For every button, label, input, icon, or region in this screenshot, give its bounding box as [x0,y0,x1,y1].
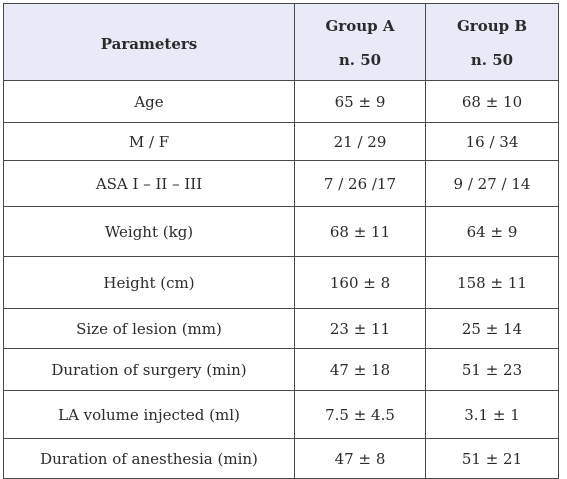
table-row: Height (cm) 160 ± 8 158 ± 11 [3,256,559,309]
table-row: Weight (kg) 68 ± 11 64 ± 9 [3,206,559,257]
row-la-volume-group-b: 3.1 ± 1 [425,390,559,439]
row-weight-group-a: 68 ± 11 [294,206,426,257]
table-row: ASA I – II – III 7 / 26 /17 9 / 27 / 14 [3,160,559,207]
row-sex-group-b: 16 / 34 [425,122,559,161]
row-asa-group-a: 7 / 26 /17 [294,160,426,207]
row-age-group-b: 68 ± 10 [425,80,559,123]
row-sex-group-a: 21 / 29 [294,122,426,161]
row-surgery-duration-group-b: 51 ± 23 [425,348,559,391]
table-row: Duration of surgery (min) 47 ± 18 51 ± 2… [3,348,559,391]
row-height-group-a: 160 ± 8 [294,256,426,309]
row-label-lesion-size: Size of lesion (mm) [3,308,295,349]
row-age-group-a: 65 ± 9 [294,80,426,123]
row-lesion-size-group-b: 25 ± 14 [425,308,559,349]
group-a-label: Group A [325,17,395,35]
row-surgery-duration-group-a: 47 ± 18 [294,348,426,391]
parameters-table: Parameters Group A n. 50 Group B n. 50 A… [3,3,559,479]
parameters-header: Parameters [3,3,295,81]
header-row: Parameters Group A n. 50 Group B n. 50 [3,3,559,81]
table-row: Duration of anesthesia (min) 47 ± 8 51 ±… [3,438,559,479]
row-anesthesia-duration-group-a: 47 ± 8 [294,438,426,479]
row-la-volume-group-a: 7.5 ± 4.5 [294,390,426,439]
table-row: M / F 21 / 29 16 / 34 [3,122,559,161]
table-row: Age 65 ± 9 68 ± 10 [3,80,559,123]
group-a-header: Group A n. 50 [294,3,426,81]
group-a-count: n. 50 [338,51,382,69]
group-b-label: Group B [456,17,527,35]
table-row: LA volume injected (ml) 7.5 ± 4.5 3.1 ± … [3,390,559,439]
row-label-weight: Weight (kg) [3,206,295,257]
row-label-height: Height (cm) [3,256,295,309]
row-lesion-size-group-a: 23 ± 11 [294,308,426,349]
row-label-la-volume: LA volume injected (ml) [3,390,295,439]
row-anesthesia-duration-group-b: 51 ± 21 [425,438,559,479]
row-height-group-b: 158 ± 11 [425,256,559,309]
group-b-header: Group B n. 50 [425,3,559,81]
parameters-header-label: Parameters [100,35,198,53]
table-header: Parameters Group A n. 50 Group B n. 50 [3,3,559,81]
row-label-sex: M / F [3,122,295,161]
table-row: Size of lesion (mm) 23 ± 11 25 ± 14 [3,308,559,349]
row-asa-group-b: 9 / 27 / 14 [425,160,559,207]
row-label-surgery-duration: Duration of surgery (min) [3,348,295,391]
row-label-anesthesia-duration: Duration of anesthesia (min) [3,438,295,479]
row-weight-group-b: 64 ± 9 [425,206,559,257]
table-body: Age 65 ± 9 68 ± 10 M / F 21 / 29 16 / 34… [3,80,559,479]
row-label-age: Age [3,80,295,123]
row-label-asa: ASA I – II – III [3,160,295,207]
group-b-count: n. 50 [470,51,514,69]
